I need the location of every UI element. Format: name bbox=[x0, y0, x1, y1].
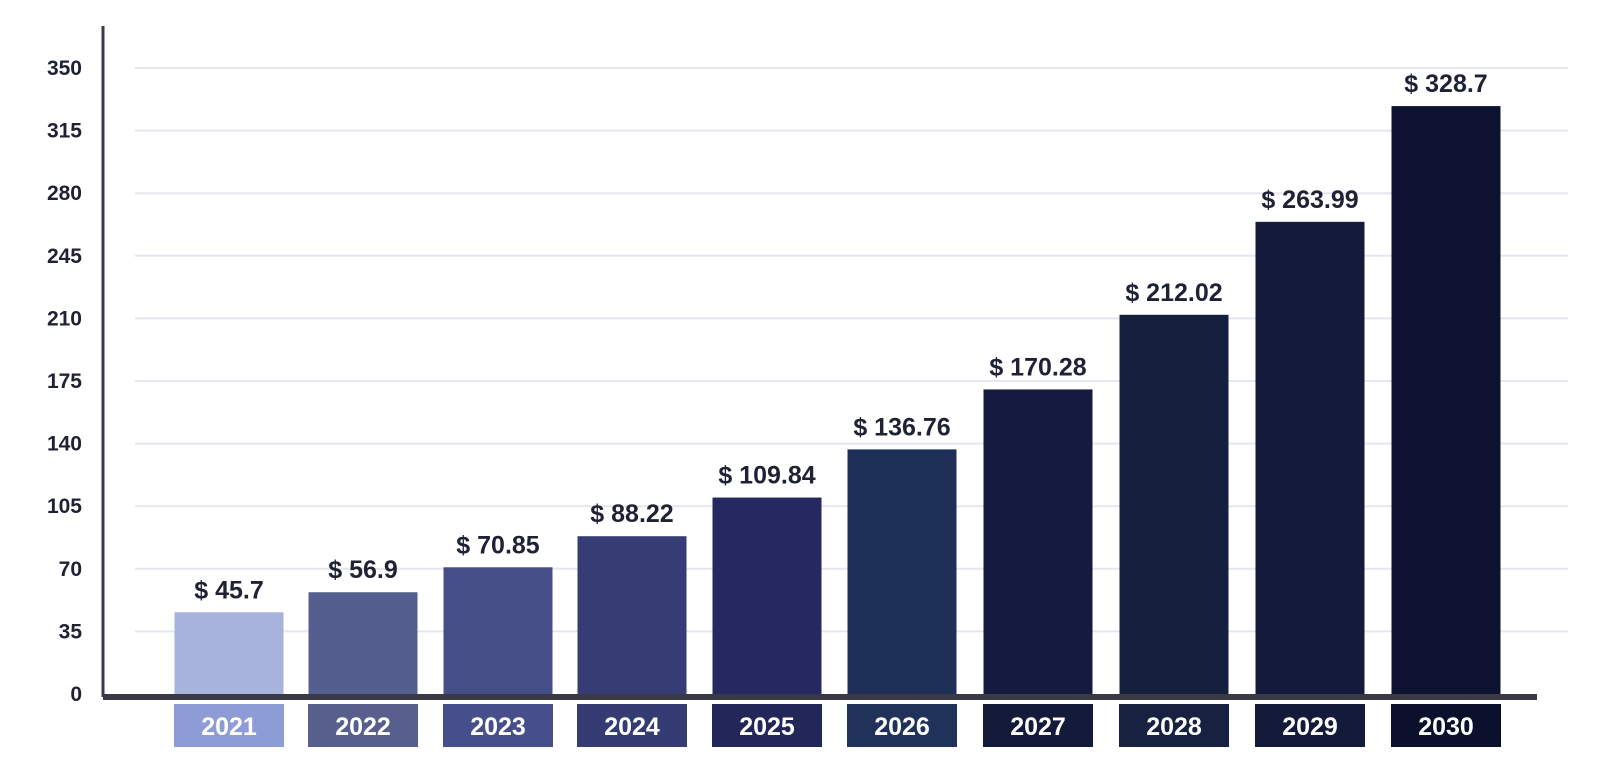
bar-2026 bbox=[847, 449, 957, 694]
x-label-box bbox=[1119, 704, 1229, 747]
x-label-box bbox=[308, 704, 418, 747]
bar-2024 bbox=[577, 536, 687, 694]
y-tick-label: 35 bbox=[59, 620, 83, 643]
x-tick-label: 2022 bbox=[335, 713, 391, 741]
x-tick-label: 2023 bbox=[470, 713, 526, 741]
data-label: $ 109.84 bbox=[718, 462, 815, 490]
y-tick-label: 350 bbox=[47, 57, 82, 80]
x-label-box bbox=[577, 704, 687, 747]
bar-2021 bbox=[174, 612, 284, 694]
y-tick-label: 210 bbox=[47, 307, 82, 330]
data-label: $ 88.22 bbox=[590, 500, 673, 528]
x-tick-label: 2029 bbox=[1282, 713, 1338, 741]
bar-2029 bbox=[1255, 221, 1365, 694]
x-axis-labels: 2021 2022 2023 2024 2025 2026 2027 2028 2029 2030 bbox=[174, 704, 1501, 747]
x-tick-label: 2030 bbox=[1418, 713, 1474, 741]
data-label: $ 170.28 bbox=[989, 353, 1086, 381]
gridlines bbox=[135, 67, 1568, 633]
x-label-box bbox=[1255, 704, 1365, 747]
bar-2027 bbox=[983, 389, 1093, 694]
y-tick-label: 175 bbox=[47, 370, 82, 393]
y-tick-label: 140 bbox=[47, 433, 82, 456]
x-tick-label: 2024 bbox=[604, 713, 660, 741]
bar-2023 bbox=[443, 567, 553, 694]
y-tick-label: 0 bbox=[70, 683, 82, 706]
y-tick-label: 70 bbox=[59, 558, 82, 581]
data-label: $ 45.7 bbox=[194, 576, 264, 604]
bar-2030 bbox=[1391, 106, 1501, 695]
x-label-box bbox=[983, 704, 1093, 747]
x-label-box bbox=[443, 704, 553, 747]
y-tick-label: 315 bbox=[47, 120, 82, 143]
bar-2025 bbox=[712, 497, 822, 694]
x-label-box bbox=[847, 704, 957, 747]
x-label-box bbox=[712, 704, 822, 747]
x-tick-label: 2028 bbox=[1146, 713, 1202, 741]
data-label: $ 263.99 bbox=[1261, 186, 1358, 214]
bar-2022 bbox=[308, 592, 418, 694]
x-tick-label: 2026 bbox=[874, 713, 930, 741]
data-label: $ 70.85 bbox=[456, 531, 540, 559]
x-tick-label: 2027 bbox=[1010, 713, 1066, 741]
bar-2028 bbox=[1119, 314, 1229, 694]
x-label-box bbox=[174, 704, 284, 747]
y-tick-label: 280 bbox=[47, 182, 82, 205]
data-label: $ 56.9 bbox=[328, 556, 398, 584]
data-labels: $ 45.7 $ 56.9 $ 70.85 $ 88.22 $ 109.84 $ 136.… bbox=[194, 70, 1487, 604]
data-label: $ 212.02 bbox=[1125, 279, 1222, 307]
y-tick-label: 245 bbox=[47, 245, 82, 268]
data-label: $ 328.7 bbox=[1404, 70, 1487, 98]
x-label-box bbox=[1391, 704, 1501, 747]
bars bbox=[174, 106, 1501, 695]
y-axis-ticks: 0 35 70 105 140 175 210 245 280 315 350 bbox=[47, 57, 82, 706]
x-tick-label: 2025 bbox=[739, 713, 795, 741]
data-label: $ 136.76 bbox=[853, 413, 950, 441]
y-tick-label: 105 bbox=[47, 495, 82, 518]
x-tick-label: 2021 bbox=[201, 713, 257, 741]
